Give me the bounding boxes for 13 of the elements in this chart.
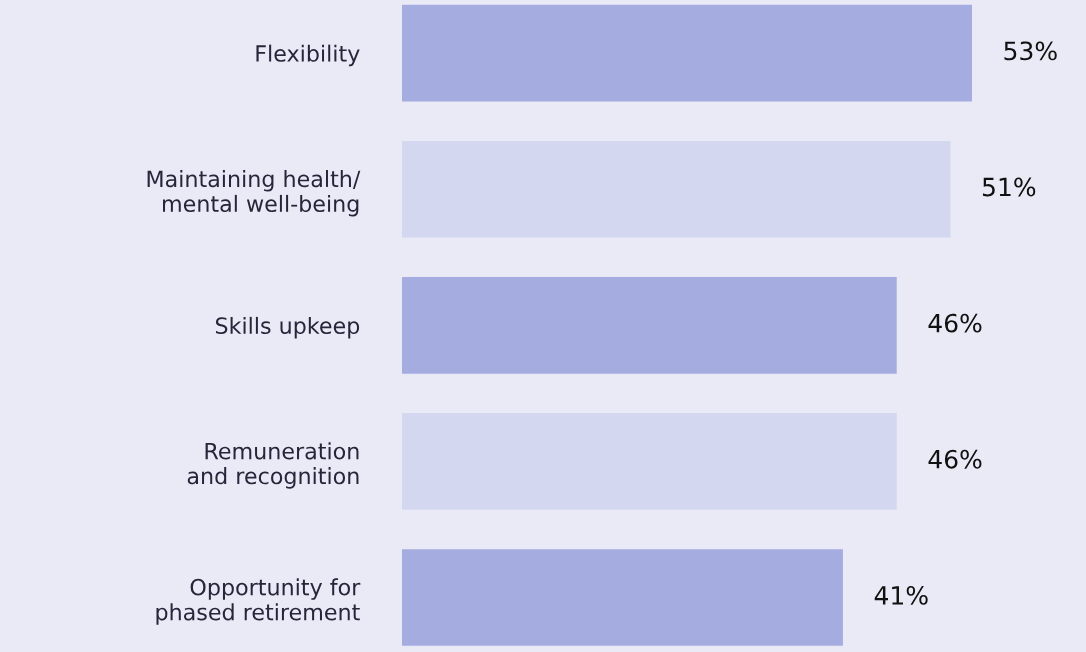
bar bbox=[402, 549, 843, 646]
bar bbox=[402, 4, 972, 102]
bar bbox=[402, 277, 897, 374]
y-tick-label: Flexibility bbox=[256, 44, 360, 67]
y-tick-label: Skills upkeep bbox=[215, 316, 360, 339]
y-tick-label: Maintaining health/ mental well-being bbox=[147, 170, 361, 217]
data-label: 46% bbox=[928, 449, 982, 469]
data-label: 46% bbox=[928, 313, 982, 333]
y-tick-label: Remuneration and recognition bbox=[187, 442, 359, 489]
data-label: 41% bbox=[874, 585, 928, 605]
y-tick-label: Opportunity for phased retirement bbox=[156, 578, 361, 625]
data-label: 51% bbox=[982, 177, 1036, 197]
data-label: 53% bbox=[1004, 41, 1057, 61]
